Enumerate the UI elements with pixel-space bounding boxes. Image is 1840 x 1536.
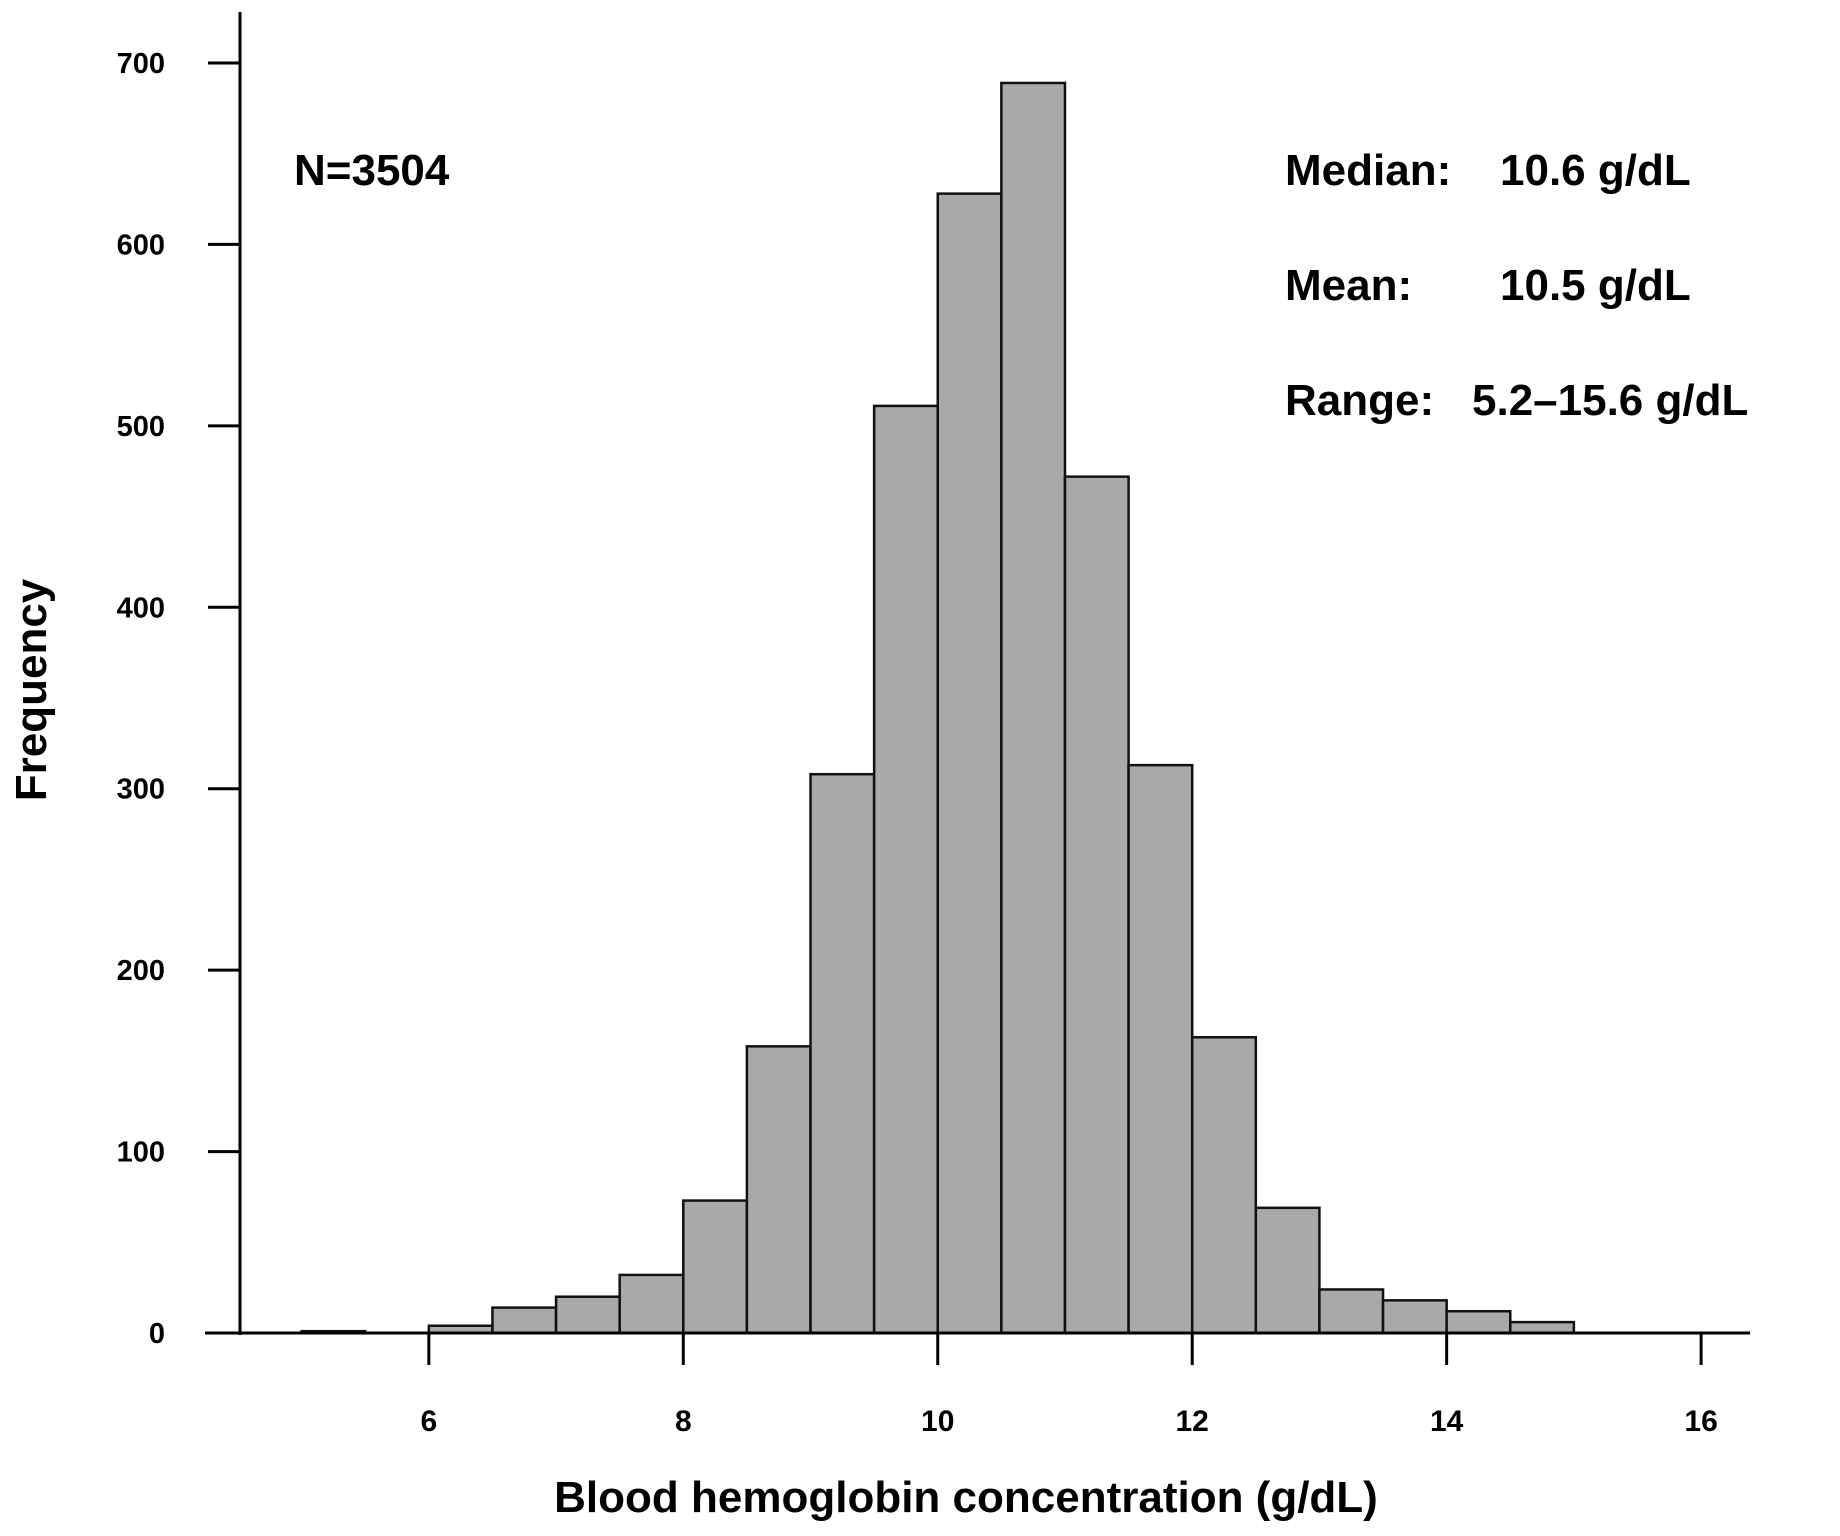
x-tick-label: 12 — [1176, 1405, 1209, 1438]
annotation-range-value: 5.2–15.6 g/dL — [1472, 376, 1748, 425]
y-tick-label: 600 — [117, 229, 165, 261]
y-tick-label: 400 — [117, 592, 165, 624]
histogram-bar — [936, 192, 1003, 1335]
histogram-bar — [1190, 1036, 1258, 1335]
x-tick-label: 16 — [1684, 1405, 1717, 1438]
y-tick-label: 300 — [117, 774, 165, 806]
x-axis-ticks: 6 8 10 12 14 16 — [420, 1333, 1718, 1438]
y-axis-ticks: 0 100 200 300 400 500 600 700 — [117, 48, 240, 1350]
annotation-mean-value: 10.5 g/dL — [1500, 261, 1691, 310]
y-tick-label: 100 — [117, 1137, 165, 1169]
histogram-bar — [1254, 1206, 1321, 1335]
histogram-bar — [809, 772, 876, 1335]
histogram-bar — [872, 404, 939, 1335]
histogram-bar — [618, 1273, 685, 1335]
x-axis-title: Blood hemoglobin concentration (g/dL) — [554, 1473, 1378, 1522]
histogram-bar — [554, 1295, 621, 1335]
x-tick-label: 8 — [675, 1405, 692, 1438]
y-tick-label: 0 — [149, 1318, 165, 1350]
x-tick-label: 6 — [420, 1405, 437, 1438]
histogram-bar — [1127, 763, 1194, 1335]
histogram-bar — [1000, 81, 1067, 1335]
histogram-bar — [1381, 1299, 1448, 1335]
axes — [205, 12, 1750, 1335]
histogram-bar — [1445, 1309, 1512, 1335]
histogram-bar — [745, 1045, 812, 1335]
x-tick-label: 14 — [1430, 1405, 1464, 1438]
y-tick-label: 700 — [117, 48, 165, 80]
histogram-bar — [682, 1199, 749, 1335]
y-axis-title: Frequency — [7, 578, 56, 801]
x-tick-label: 10 — [921, 1405, 954, 1438]
histogram-bar — [1063, 475, 1130, 1335]
annotation-mean-label: Mean: — [1285, 261, 1412, 310]
annotation-median-value: 10.6 g/dL — [1500, 146, 1691, 195]
annotation-median-label: Median: — [1285, 146, 1451, 195]
annotation-range-label: Range: — [1285, 376, 1434, 425]
histogram-bar — [491, 1306, 558, 1335]
annotation-n: N=3504 — [294, 146, 450, 195]
histogram-bar — [1318, 1288, 1385, 1335]
y-tick-label: 200 — [117, 955, 165, 987]
y-tick-label: 500 — [117, 411, 165, 443]
histogram-bar — [1509, 1320, 1576, 1335]
